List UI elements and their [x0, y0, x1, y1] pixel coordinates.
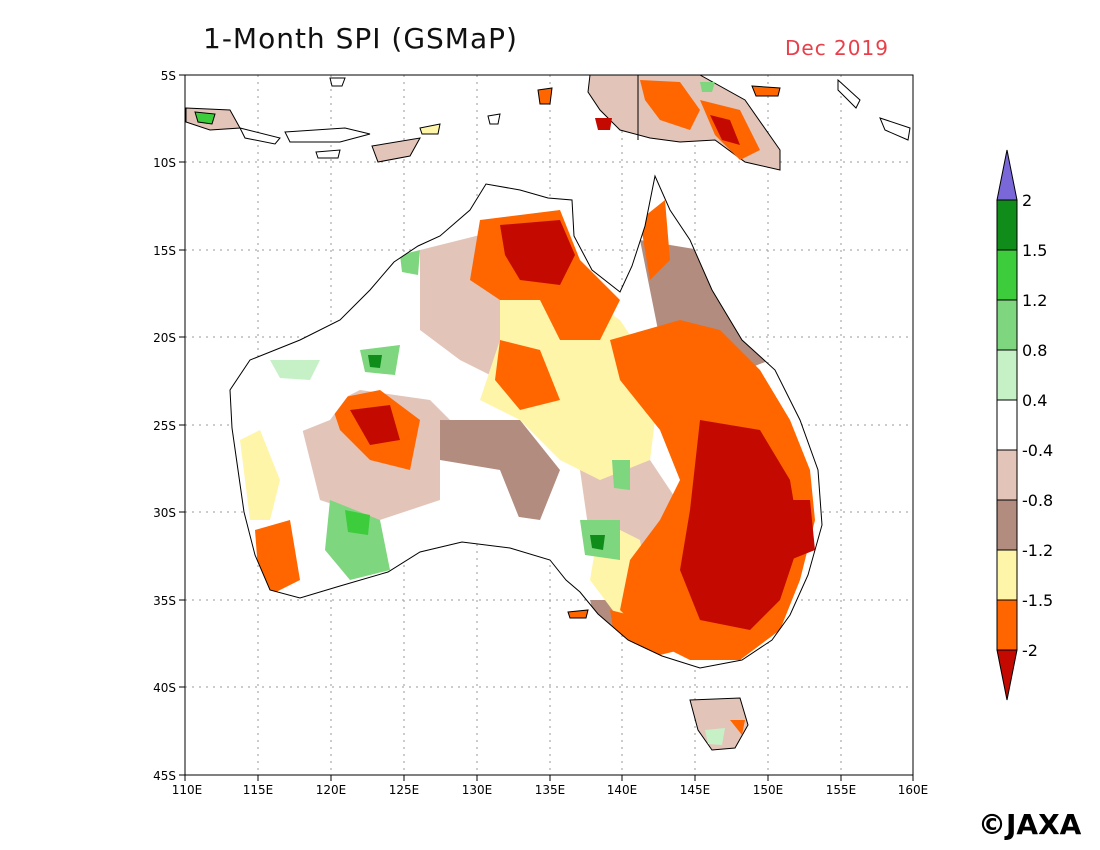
tasmania-landmass	[689, 697, 749, 751]
indonesia-islands	[185, 77, 553, 163]
lon-tick-label: 155E	[826, 783, 857, 797]
new-guinea-landmass	[587, 75, 911, 171]
colorbar-segment	[996, 499, 1018, 551]
lat-tick-label: 30S	[153, 506, 176, 520]
colorbar-arrow-bottom	[996, 649, 1018, 701]
lat-tick-label: 10S	[153, 156, 176, 170]
colorbar-label: 2	[1022, 191, 1032, 210]
lon-tick-label: 150E	[753, 783, 784, 797]
lon-tick-label: 135E	[535, 783, 566, 797]
colorbar-segment	[996, 199, 1018, 251]
colorbar: 2 1.5 1.2 0.8 0.4 -0.4 -0.8 -1.2 -1.5 -2	[996, 149, 1053, 701]
colorbar-segment	[996, 299, 1018, 351]
lon-tick-label: 145E	[680, 783, 711, 797]
credit-jaxa: ©JAXA	[978, 808, 1082, 841]
colorbar-segment	[996, 549, 1018, 601]
lat-tick-label: 25S	[153, 419, 176, 433]
lat-tick-label: 40S	[153, 681, 176, 695]
map-date: Dec 2019	[785, 36, 889, 60]
colorbar-segment	[996, 599, 1018, 651]
colorbar-label: -1.2	[1022, 541, 1053, 560]
colorbar-label: 0.8	[1022, 341, 1047, 360]
lon-tick-label: 160E	[898, 783, 929, 797]
colorbar-label: 0.4	[1022, 391, 1047, 410]
colorbar-segment	[996, 249, 1018, 301]
colorbar-segment	[996, 399, 1018, 451]
colorbar-label: -0.8	[1022, 491, 1053, 510]
lat-tick-label: 45S	[153, 769, 176, 783]
lat-tick-label: 20S	[153, 331, 176, 345]
australia-landmass	[229, 174, 823, 669]
kangaroo-island	[567, 609, 589, 619]
lon-tick-label: 120E	[316, 783, 347, 797]
lat-tick-label: 15S	[153, 244, 176, 258]
lon-tick-label: 125E	[389, 783, 420, 797]
colorbar-label: -0.4	[1022, 441, 1053, 460]
colorbar-label: -1.5	[1022, 591, 1053, 610]
lat-tick-label: 35S	[153, 594, 176, 608]
lon-tick-label: 115E	[243, 783, 274, 797]
lon-tick-label: 140E	[607, 783, 638, 797]
colorbar-segment	[996, 349, 1018, 401]
lon-tick-label: 130E	[462, 783, 493, 797]
map-title: 1-Month SPI (GSMaP)	[203, 22, 518, 55]
lon-tick-label: 110E	[172, 783, 203, 797]
colorbar-label: 1.2	[1022, 291, 1047, 310]
colorbar-segment	[996, 449, 1018, 501]
colorbar-label: 1.5	[1022, 241, 1047, 260]
colorbar-label: -2	[1022, 641, 1038, 660]
lat-tick-label: 5S	[161, 69, 176, 83]
colorbar-arrow-top	[996, 149, 1018, 201]
